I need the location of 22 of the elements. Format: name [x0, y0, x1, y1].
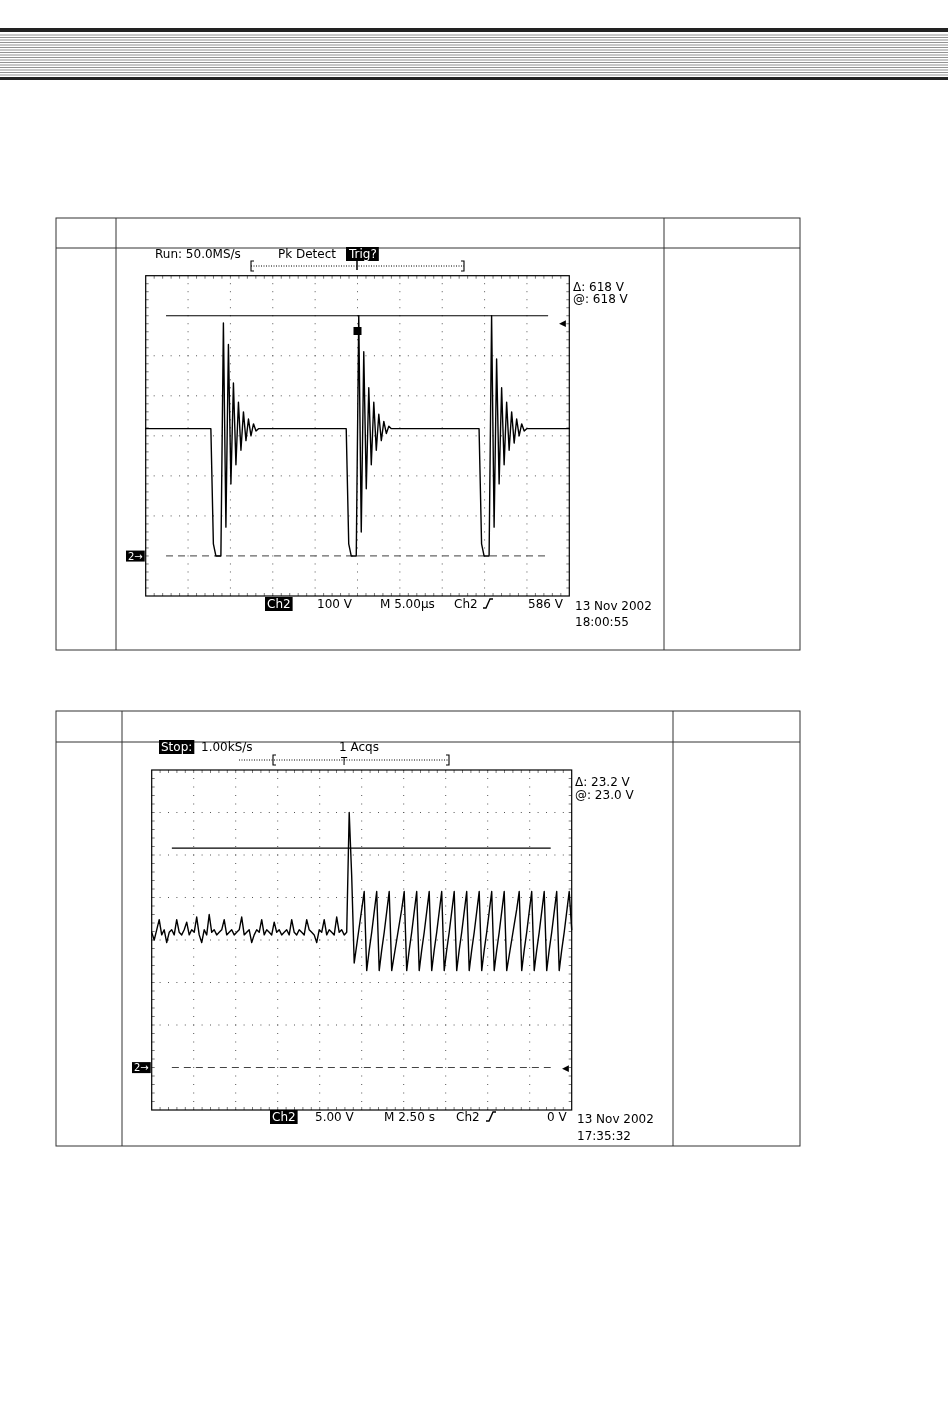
- text: Δ: 23.2 V: [575, 775, 631, 789]
- text: M 5.00µs: [380, 597, 435, 611]
- text: Δ: 618 V: [573, 280, 625, 294]
- text: Ch2: [456, 1110, 480, 1124]
- text: M 2.50 s: [384, 1110, 435, 1124]
- text: 586 V: [528, 597, 564, 611]
- text: Pk Detect: [278, 247, 337, 261]
- annotation: ◀: [559, 317, 566, 328]
- text: 0 V: [547, 1110, 568, 1124]
- text: 13 Nov 2002: [575, 599, 652, 613]
- text: Run: 50.0MS/s: [155, 247, 241, 261]
- text: 5.00 V: [315, 1110, 355, 1124]
- text: T: [339, 756, 348, 767]
- text: 100 V: [317, 597, 353, 611]
- text: Ch2: [454, 597, 478, 611]
- text: 17:35:32: [577, 1129, 631, 1143]
- text: 1 Acqs: [339, 740, 379, 754]
- text: 18:00:55: [575, 615, 629, 629]
- text: 13 Nov 2002: [577, 1112, 654, 1126]
- text: 1.00kS/s: [201, 740, 253, 754]
- text: @: 23.0 V: [575, 788, 635, 802]
- text: @: 618 V: [573, 292, 629, 306]
